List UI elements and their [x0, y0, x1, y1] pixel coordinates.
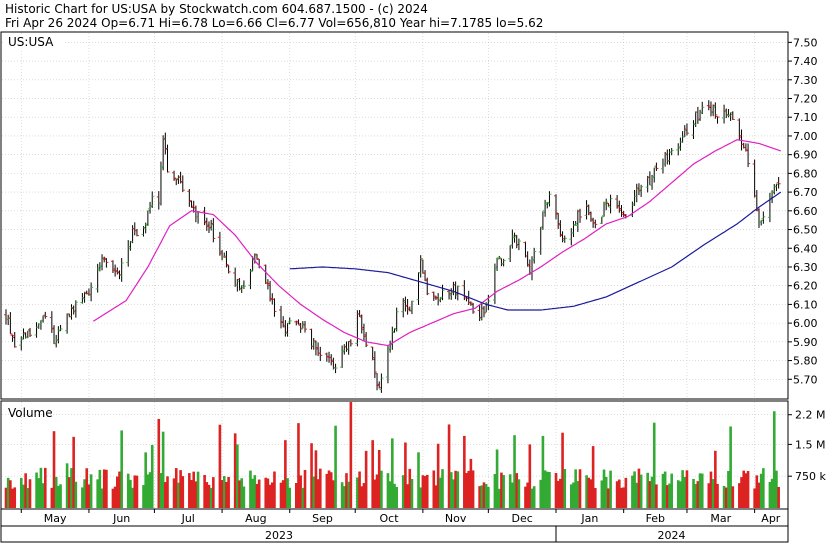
- volume-bar: [716, 484, 719, 508]
- year-label: 2023: [265, 529, 293, 542]
- volume-bar: [777, 487, 780, 508]
- volume-bar: [762, 468, 765, 508]
- volume-tick-label: 750 k: [795, 470, 826, 483]
- volume-bar: [563, 469, 566, 508]
- volume-bar: [90, 474, 93, 508]
- volume-bar: [136, 476, 139, 508]
- volume-bar: [350, 402, 353, 508]
- volume-bar: [334, 426, 337, 508]
- volume-bar: [181, 476, 184, 508]
- month-label: Dec: [512, 512, 533, 525]
- price-tick-label: 5.80: [793, 355, 818, 368]
- volume-y-axis: 750 k 1.5 M 2.2 M: [788, 409, 826, 483]
- volume-bar: [533, 486, 536, 508]
- volume-bar: [747, 471, 750, 508]
- price-y-axis: 5.70 5.80 5.90 6.00 6.10 6.20 6.30 6.40 6.50 6.60…: [788, 36, 818, 386]
- month-label: Jun: [112, 512, 130, 525]
- price-tick-label: 6.10: [793, 298, 818, 311]
- price-tick-label: 6.70: [793, 186, 818, 199]
- volume-bar: [548, 472, 551, 508]
- volume-bar: [380, 471, 383, 508]
- symbol-label: US:USA: [8, 35, 54, 49]
- volume-bar: [319, 469, 322, 508]
- volume-bar: [273, 471, 276, 508]
- price-tick-label: 5.90: [793, 336, 818, 349]
- price-tick-label: 6.90: [793, 149, 818, 162]
- price-tick-label: 5.70: [793, 373, 818, 386]
- price-tick-label: 7.30: [793, 74, 818, 87]
- month-label: Sep: [312, 512, 333, 525]
- header-line-1: Historic Chart for US:USA by Stockwatch.…: [5, 2, 428, 16]
- volume-bar: [609, 471, 612, 508]
- volume-bar: [686, 470, 689, 508]
- volume-bar: [227, 477, 230, 508]
- volume-bar: [395, 487, 398, 508]
- volume-bar: [655, 484, 658, 508]
- month-label: Jul: [181, 512, 195, 525]
- volume-bar: [518, 479, 521, 508]
- price-tick-label: 6.60: [793, 205, 818, 218]
- price-tick-label: 7.20: [793, 93, 818, 106]
- volume-bar: [579, 469, 582, 508]
- volume-bar: [411, 479, 414, 508]
- volume-bar: [29, 479, 32, 508]
- volume-bar: [13, 487, 16, 508]
- volume-bar: [426, 475, 429, 508]
- month-label: Apr: [761, 512, 781, 525]
- volume-tick-label: 2.2 M: [795, 409, 825, 422]
- volume-bar: [44, 468, 47, 508]
- volume-bar: [151, 445, 154, 508]
- volume-bar: [732, 486, 735, 508]
- volume-bar: [288, 488, 291, 508]
- volume-bar: [197, 472, 200, 508]
- year-label: 2024: [658, 529, 686, 542]
- price-tick-label: 7.10: [793, 111, 818, 124]
- month-label: Oct: [380, 512, 400, 525]
- month-label: Nov: [445, 512, 467, 525]
- price-tick-label: 7.50: [793, 36, 818, 49]
- volume-title: Volume: [8, 406, 53, 420]
- volume-bar: [166, 476, 169, 508]
- volume-bar: [701, 474, 704, 508]
- volume-bar: [75, 482, 78, 508]
- volume-bar: [640, 475, 643, 508]
- header-line-2: Fri Apr 26 2024 Op=6.71 Hi=6.78 Lo=6.66 …: [5, 16, 543, 30]
- price-tick-label: 7.00: [793, 130, 818, 143]
- volume-bar: [59, 484, 62, 508]
- volume-tick-label: 1.5 M: [795, 438, 825, 451]
- volume-bar: [441, 469, 444, 508]
- volume-bar: [105, 470, 108, 508]
- month-label: Feb: [646, 512, 665, 525]
- volume-bar: [243, 486, 246, 508]
- volume-bar: [670, 474, 673, 508]
- month-label: Aug: [245, 512, 266, 525]
- volume-bar: [472, 470, 475, 508]
- month-label: Jan: [580, 512, 598, 525]
- volume-bar: [487, 487, 490, 508]
- volume-bar: [594, 488, 597, 508]
- price-tick-label: 6.80: [793, 167, 818, 180]
- volume-bar: [456, 471, 459, 508]
- volume-bar: [258, 480, 261, 508]
- volume-bar: [304, 470, 307, 508]
- price-tick-label: 6.50: [793, 224, 818, 237]
- volume-bar: [502, 475, 505, 508]
- price-tick-label: 7.40: [793, 55, 818, 68]
- month-label: May: [44, 512, 67, 525]
- price-tick-label: 6.30: [793, 261, 818, 274]
- price-tick-label: 6.00: [793, 317, 818, 330]
- price-tick-label: 6.20: [793, 280, 818, 293]
- volume-bar: [625, 478, 628, 508]
- volume-bar: [365, 451, 368, 508]
- price-tick-label: 6.40: [793, 242, 818, 255]
- volume-bar: [212, 477, 215, 508]
- month-label: Mar: [710, 512, 731, 525]
- price-panel: [1, 32, 788, 399]
- volume-bar: [120, 430, 123, 508]
